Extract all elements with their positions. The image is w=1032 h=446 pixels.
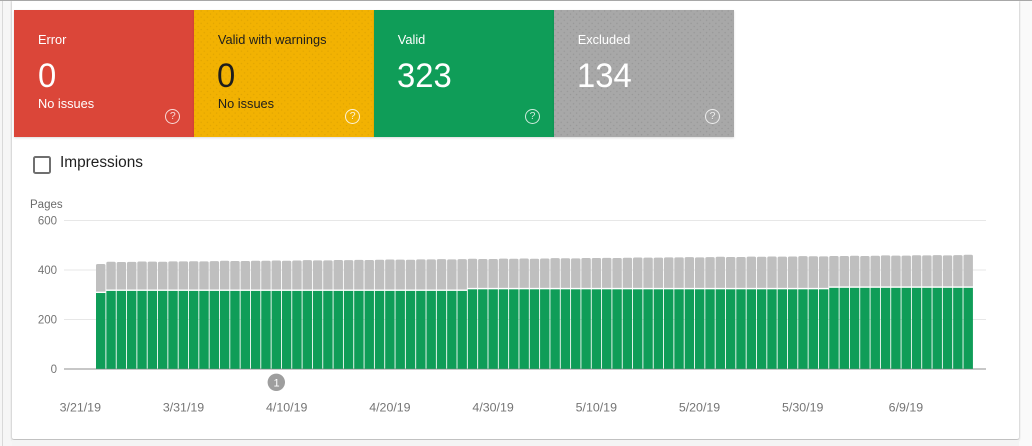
svg-text:0: 0	[51, 364, 57, 376]
svg-text:1: 1	[273, 378, 279, 390]
svg-text:4/20/19: 4/20/19	[369, 401, 410, 415]
svg-text:4/30/19: 4/30/19	[472, 401, 513, 415]
svg-text:600: 600	[38, 216, 57, 228]
svg-text:5/30/19: 5/30/19	[782, 401, 823, 415]
svg-text:200: 200	[38, 315, 57, 327]
svg-text:5/10/19: 5/10/19	[576, 401, 617, 415]
svg-text:3/31/19: 3/31/19	[163, 401, 204, 415]
svg-text:6/9/19: 6/9/19	[889, 401, 924, 415]
svg-text:5/20/19: 5/20/19	[679, 401, 720, 415]
svg-text:3/21/19: 3/21/19	[60, 401, 101, 415]
svg-text:400: 400	[38, 265, 57, 277]
svg-text:4/10/19: 4/10/19	[266, 401, 307, 415]
